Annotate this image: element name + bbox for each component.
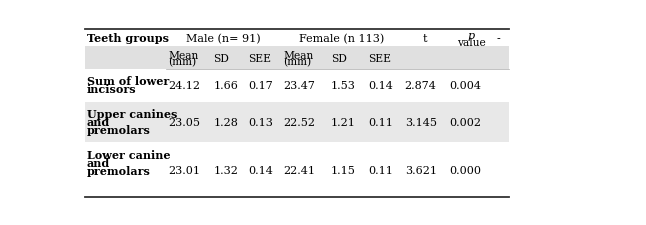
Text: 3.621: 3.621 (404, 165, 437, 175)
Text: 1.21: 1.21 (331, 117, 356, 127)
Text: 1.32: 1.32 (213, 165, 238, 175)
Text: 1.28: 1.28 (213, 117, 238, 127)
Text: 3.145: 3.145 (404, 117, 437, 127)
Bar (85, 70, 509, 102)
Text: 0.11: 0.11 (368, 117, 393, 127)
Text: 0.004: 0.004 (449, 81, 481, 91)
Text: 22.52: 22.52 (283, 117, 315, 127)
Text: 22.41: 22.41 (283, 165, 315, 175)
Text: Sum of lower: Sum of lower (87, 76, 169, 87)
Text: and: and (87, 157, 110, 168)
Text: t: t (422, 34, 427, 43)
Text: 0.17: 0.17 (248, 81, 273, 91)
Text: Female (n 113): Female (n 113) (299, 33, 384, 44)
Text: 0.11: 0.11 (368, 165, 393, 175)
Text: Male (n= 91): Male (n= 91) (186, 33, 261, 44)
Text: 23.47: 23.47 (283, 81, 315, 91)
Text: 1.66: 1.66 (213, 81, 238, 91)
Text: Lower canine: Lower canine (87, 149, 171, 160)
Text: SD: SD (213, 54, 229, 63)
Text: and: and (87, 116, 110, 127)
Text: 0.14: 0.14 (368, 81, 393, 91)
Text: SEE: SEE (248, 54, 271, 63)
Text: 1.15: 1.15 (331, 165, 356, 175)
Text: 1.53: 1.53 (331, 81, 356, 91)
Bar (85, 102, 509, 143)
Text: 0.002: 0.002 (449, 117, 481, 127)
Bar (85, 47, 509, 70)
Text: Teeth groups: Teeth groups (87, 33, 169, 44)
Text: 24.12: 24.12 (169, 81, 200, 91)
Bar (85, 30, 509, 47)
Text: (mm): (mm) (283, 57, 311, 68)
Text: 0.14: 0.14 (248, 165, 273, 175)
Text: p: p (468, 30, 475, 40)
Text: (mm): (mm) (169, 57, 196, 68)
Text: premolars: premolars (87, 124, 151, 135)
Text: premolars: premolars (87, 165, 151, 176)
Text: 0.000: 0.000 (449, 165, 481, 175)
Text: 23.01: 23.01 (169, 165, 200, 175)
Text: 0.13: 0.13 (248, 117, 273, 127)
Text: value: value (457, 38, 485, 48)
Text: SD: SD (331, 54, 347, 63)
Text: 2.874: 2.874 (404, 81, 437, 91)
Text: -: - (497, 34, 501, 43)
Text: Mean: Mean (283, 50, 313, 60)
Text: incisors: incisors (87, 84, 136, 95)
Text: Upper canines: Upper canines (87, 108, 177, 119)
Bar (85, 143, 509, 197)
Text: SEE: SEE (368, 54, 391, 63)
Text: 23.05: 23.05 (169, 117, 200, 127)
Text: Mean: Mean (169, 50, 198, 60)
